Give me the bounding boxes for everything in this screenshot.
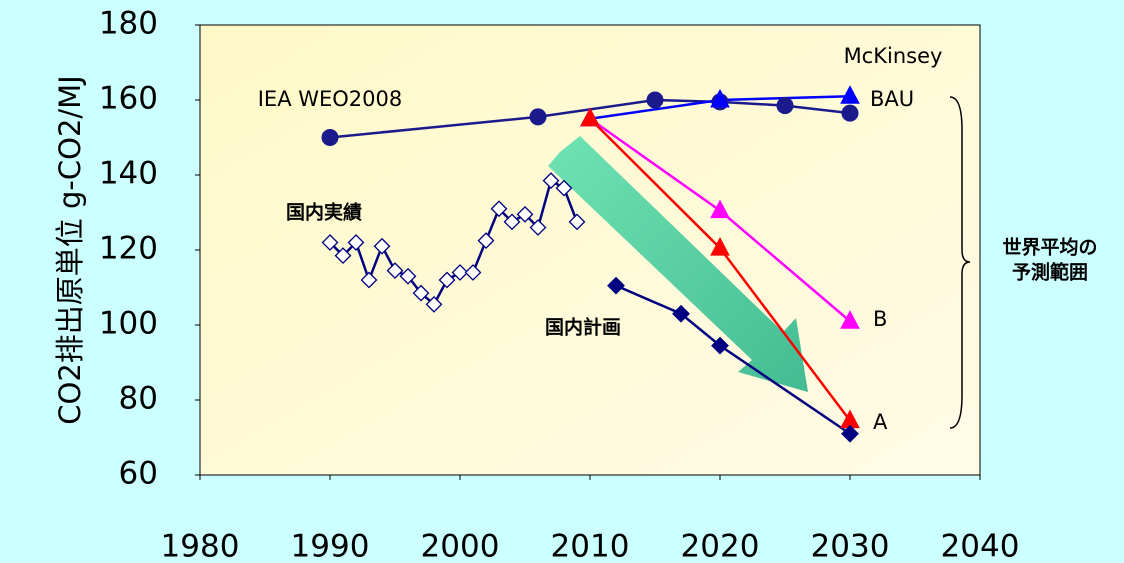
x-tick-label: 2000 — [421, 529, 500, 563]
series-label: 国内計画 — [545, 316, 621, 339]
point — [477, 232, 495, 250]
point — [542, 172, 560, 190]
point — [373, 237, 391, 255]
series-label: BAU — [870, 87, 914, 111]
point — [438, 271, 456, 289]
point — [399, 267, 417, 285]
series-line — [615, 284, 851, 435]
x-tick-label: 2010 — [551, 529, 630, 563]
point — [840, 85, 860, 104]
point — [425, 295, 443, 313]
y-tick-label: 120 — [99, 231, 158, 267]
point — [490, 200, 508, 218]
x-tick-label: 1990 — [291, 529, 370, 563]
point — [555, 179, 573, 197]
point — [503, 213, 521, 231]
point — [321, 234, 339, 251]
range-label: 予測範囲 — [1012, 261, 1088, 284]
point — [451, 264, 469, 281]
point — [580, 107, 600, 127]
point — [710, 237, 730, 256]
point — [516, 205, 534, 223]
point — [529, 219, 547, 236]
y-tick-label: 100 — [99, 306, 158, 342]
point — [840, 310, 860, 329]
trend-arrow — [548, 136, 808, 392]
range-label: 世界平均の — [1002, 236, 1097, 259]
x-tick-label: 1980 — [161, 529, 240, 563]
point — [841, 424, 859, 443]
source-label: McKinsey — [844, 44, 943, 68]
point — [529, 108, 547, 126]
point — [360, 271, 378, 289]
y-tick-label: 60 — [119, 456, 158, 492]
series-label: IEA WEO2008 — [258, 87, 403, 111]
point — [710, 199, 730, 219]
point — [776, 97, 794, 115]
point — [568, 213, 586, 231]
point — [711, 336, 729, 355]
range-brace — [949, 96, 971, 429]
series-label: A — [873, 410, 888, 434]
point — [841, 104, 859, 122]
y-axis-label: CO2排出原単位 g-CO2/MJ — [53, 75, 87, 425]
point — [334, 247, 352, 265]
series-label: B — [873, 307, 887, 331]
point — [386, 262, 404, 280]
series-line — [329, 98, 851, 139]
y-tick-label: 80 — [119, 381, 158, 417]
y-tick-label: 140 — [99, 156, 158, 192]
point — [672, 304, 690, 323]
point — [646, 91, 664, 109]
point — [607, 276, 625, 295]
point — [710, 88, 730, 108]
y-tick-label: 180 — [99, 6, 158, 42]
x-tick-label: 2040 — [941, 529, 1020, 563]
x-tick-label: 2020 — [681, 529, 760, 563]
point — [412, 284, 430, 302]
series-label: 国内実績 — [286, 201, 362, 224]
point — [321, 129, 339, 146]
y-tick-label: 160 — [99, 81, 158, 117]
x-tick-label: 2030 — [811, 529, 890, 563]
point — [464, 264, 482, 281]
point — [347, 234, 365, 251]
